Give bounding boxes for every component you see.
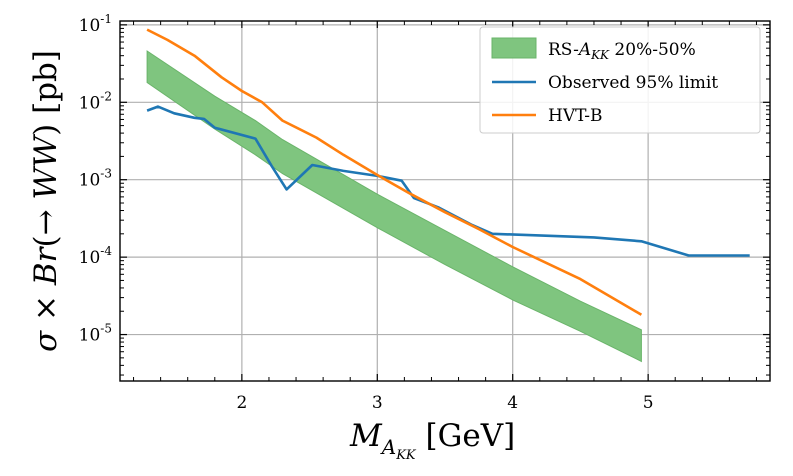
x-axis-title: MAKK [GeV]	[349, 418, 515, 463]
hvt-b-line	[146, 28, 643, 316]
legend-band-swatch	[491, 37, 537, 59]
legend-label-observed: Observed 95% limit	[548, 73, 718, 93]
y-axis-title: σ × Br(→ WW) [pb]	[28, 50, 64, 352]
y-tick-label: 10-4	[79, 244, 113, 268]
y-tick-label: 10-1	[79, 12, 112, 36]
y-tick-label: 10-5	[79, 322, 112, 346]
y-tick-label: 10-3	[79, 167, 112, 191]
x-tick-label: 3	[372, 393, 383, 413]
rs-akk-band	[146, 50, 642, 363]
x-tick-label: 2	[236, 393, 247, 413]
plot-frame	[119, 20, 771, 382]
legend: RS-AKK 20%-50% Observed 95% limit HVT-B	[479, 26, 761, 134]
x-tick-label: 4	[507, 393, 518, 413]
legend-label-band: RS-AKK 20%-50%	[548, 40, 696, 62]
y-tick-label: 10-2	[79, 89, 112, 113]
x-tick-label: 5	[643, 393, 654, 413]
observed-limit-line	[146, 105, 750, 257]
legend-label-hvt: HVT-B	[548, 106, 603, 126]
